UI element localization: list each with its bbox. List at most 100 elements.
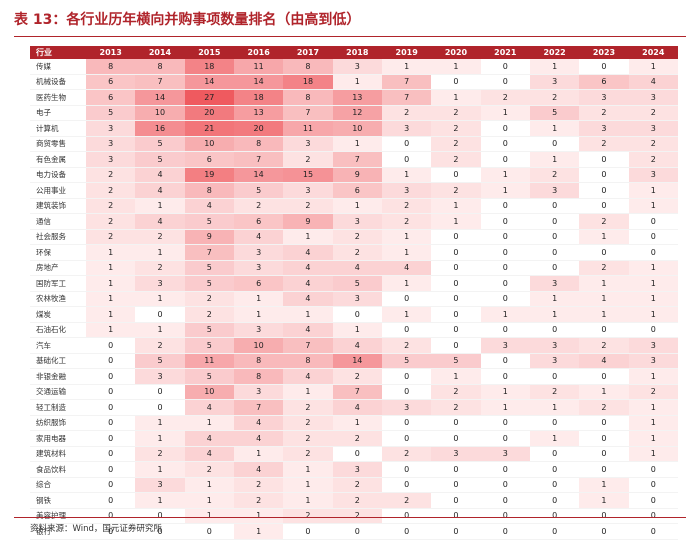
count-cell: 0 [381,415,432,431]
count-cell: 1 [135,322,185,338]
count-cell: 0 [480,477,530,493]
count-cell: 4 [283,368,333,385]
count-cell: 0 [480,260,530,276]
count-cell: 0 [431,260,481,276]
table-row: 汽车 0 2 5 10 7 4 2 0 3 3 2 3 [30,337,678,354]
count-cell: 0 [431,523,481,540]
count-cell: 0 [628,492,678,509]
count-cell: 0 [529,508,580,524]
count-cell: 2 [135,260,185,276]
count-cell: 0 [431,430,481,447]
count-cell: 1 [628,399,678,416]
count-cell: 2 [233,198,284,214]
count-cell: 0 [480,523,530,540]
count-cell: 2 [431,120,481,137]
table-row: 综合 0 3 1 2 1 2 0 0 0 0 1 0 [30,477,678,493]
industry-name: 基础化工 [30,353,86,369]
count-cell: 8 [283,89,333,106]
count-cell: 1 [480,182,530,199]
count-cell: 2 [529,89,580,106]
count-cell: 13 [233,105,284,121]
industry-name: 公用事业 [30,182,86,199]
table-row: 家用电器 0 1 4 4 2 2 0 0 0 1 0 1 [30,430,678,447]
count-cell: 7 [233,151,284,168]
count-cell: 0 [135,523,185,540]
count-cell: 0 [628,213,678,230]
count-cell: 7 [283,105,333,121]
count-cell: 4 [184,399,234,416]
industry-name: 非银金融 [30,368,86,385]
count-cell: 1 [529,120,580,137]
count-cell: 1 [381,275,432,292]
industry-name: 农林牧渔 [30,291,86,307]
count-cell: 1 [579,492,629,509]
table-row: 美容护理 0 0 1 1 2 2 0 0 0 0 0 0 [30,508,678,524]
count-cell: 2 [628,105,678,121]
count-cell: 15 [283,167,333,183]
count-cell: 4 [233,461,284,478]
count-cell: 2 [628,384,678,400]
count-cell: 0 [480,229,530,245]
industry-name: 煤炭 [30,306,86,323]
count-cell: 2 [381,492,432,509]
count-cell: 2 [135,229,185,245]
industry-name: 美容护理 [30,508,86,524]
count-cell: 1 [579,275,629,292]
count-cell: 2 [529,167,580,183]
count-cell: 2 [579,337,629,354]
count-cell: 0 [135,384,185,400]
industry-name: 钢铁 [30,492,86,509]
count-cell: 3 [480,446,530,462]
count-cell: 2 [283,198,333,214]
table-row: 传媒 8 8 18 11 8 3 1 1 0 1 0 1 [30,59,678,75]
header-year: 2016 [233,46,284,59]
count-cell: 0 [480,213,530,230]
count-cell: 0 [579,508,629,524]
count-cell: 2 [184,291,234,307]
count-cell: 0 [86,477,136,493]
count-cell: 0 [529,198,580,214]
table-body: 传媒 8 8 18 11 8 3 1 1 0 1 0 1 机械设备 6 7 14 14 18 1 7 0 0 3 6 4 医药生物 6… [30,59,678,540]
count-cell: 0 [579,430,629,447]
count-cell: 1 [184,477,234,493]
count-cell: 2 [431,151,481,168]
count-cell: 7 [283,337,333,354]
count-cell: 4 [579,353,629,369]
industry-name: 机械设备 [30,74,86,90]
count-cell: 0 [332,446,382,462]
count-cell: 6 [233,275,284,292]
count-cell: 1 [283,477,333,493]
industry-name: 建筑材料 [30,446,86,462]
count-cell: 0 [86,353,136,369]
count-cell: 8 [184,182,234,199]
count-cell: 2 [381,213,432,230]
count-cell: 1 [529,151,580,168]
count-cell: 0 [480,198,530,214]
count-cell: 0 [381,136,432,152]
count-cell: 2 [529,384,580,400]
count-cell: 2 [381,198,432,214]
count-cell: 0 [480,275,530,292]
count-cell: 0 [579,461,629,478]
count-cell: 5 [86,105,136,121]
count-cell: 2 [86,198,136,214]
count-cell: 2 [135,337,185,354]
count-cell: 0 [480,59,530,75]
count-cell: 1 [480,384,530,400]
count-cell: 2 [579,260,629,276]
count-cell: 0 [381,368,432,385]
count-cell: 1 [86,244,136,261]
count-cell: 1 [233,291,284,307]
industry-name: 传媒 [30,59,86,75]
table-row: 建筑材料 0 2 4 1 2 0 2 3 3 0 0 1 [30,446,678,462]
count-cell: 2 [431,136,481,152]
count-cell: 0 [529,136,580,152]
count-cell: 0 [332,523,382,540]
count-cell: 0 [480,492,530,509]
count-cell: 14 [233,74,284,90]
count-cell: 1 [431,213,481,230]
count-cell: 2 [283,151,333,168]
count-cell: 0 [381,477,432,493]
count-cell: 3 [233,322,284,338]
count-cell: 1 [628,430,678,447]
